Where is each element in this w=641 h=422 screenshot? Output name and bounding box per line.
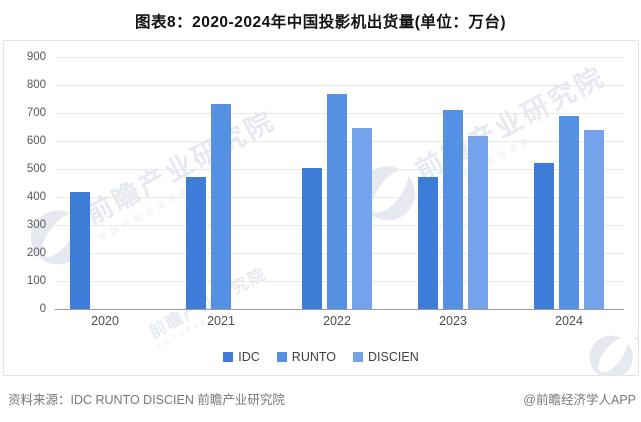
- y-tick-900: 900: [26, 51, 46, 63]
- bar-group-2020: [47, 57, 163, 309]
- bar-runto-2022: [327, 93, 347, 309]
- plot-area: [47, 57, 627, 309]
- legend-item-discien: DISCIEN: [353, 350, 419, 364]
- bar-runto-2024: [559, 116, 579, 309]
- bar-idc-2021: [186, 177, 206, 309]
- y-tick-300: 300: [26, 219, 46, 231]
- bar-idc-2020: [70, 192, 90, 309]
- x-tick-2021: 2021: [207, 314, 235, 328]
- x-tick-2020: 2020: [91, 314, 119, 328]
- bar-runto-2023: [443, 109, 463, 309]
- y-tick-800: 800: [26, 79, 46, 91]
- y-tick-200: 200: [26, 247, 46, 259]
- bar-discien-2023: [468, 136, 488, 309]
- bar-group-2023: [395, 57, 511, 309]
- legend-label: IDC: [238, 350, 260, 364]
- gridline-0: [55, 309, 624, 310]
- x-axis-labels: 2020 2021 2022 2023 2024: [47, 314, 627, 328]
- x-tick-2024: 2024: [555, 314, 583, 328]
- bar-idc-2024: [534, 163, 554, 309]
- legend-swatch-icon: [276, 352, 287, 362]
- y-tick-500: 500: [26, 163, 46, 175]
- gridline-800: [55, 85, 624, 86]
- bar-idc-2022: [302, 167, 322, 309]
- y-tick-600: 600: [26, 135, 46, 147]
- gridline-900: [55, 57, 624, 58]
- credit-note: @前瞻经济学人APP: [523, 393, 636, 407]
- y-tick-0: 0: [39, 303, 46, 315]
- x-tick-2022: 2022: [323, 314, 351, 328]
- legend: IDC RUNTO DISCIEN: [4, 350, 638, 364]
- bar-group-2021: [163, 57, 279, 309]
- source-note: 资料来源：IDC RUNTO DISCIEN 前瞻产业研究院: [8, 393, 285, 407]
- bar-runto-2021: [211, 103, 231, 309]
- legend-swatch-icon: [223, 352, 234, 362]
- y-tick-100: 100: [26, 275, 46, 287]
- bar-group-2024: [511, 57, 627, 309]
- legend-item-runto: RUNTO: [276, 350, 337, 364]
- chart-frame: 前瞻产业研究院 中国产业咨询领导者 前瞻产业研究院 中国产业咨询领导者 前瞻产业…: [3, 40, 639, 376]
- footer: 资料来源：IDC RUNTO DISCIEN 前瞻产业研究院 @前瞻经济学人AP…: [8, 389, 636, 408]
- legend-label: DISCIEN: [368, 350, 419, 364]
- y-tick-400: 400: [26, 191, 46, 203]
- bar-idc-2023: [418, 176, 438, 309]
- legend-swatch-icon: [353, 352, 364, 362]
- y-tick-700: 700: [26, 107, 46, 119]
- legend-label: RUNTO: [291, 350, 337, 364]
- bar-discien-2024: [584, 129, 604, 309]
- bar-discien-2022: [352, 128, 372, 309]
- x-tick-2023: 2023: [439, 314, 467, 328]
- watermark-text: 前瞻产业研究院: [631, 255, 639, 356]
- legend-item-idc: IDC: [223, 350, 260, 364]
- bar-group-2022: [279, 57, 395, 309]
- chart-title: 图表8：2020-2024年中国投影机出货量(单位：万台): [134, 14, 507, 31]
